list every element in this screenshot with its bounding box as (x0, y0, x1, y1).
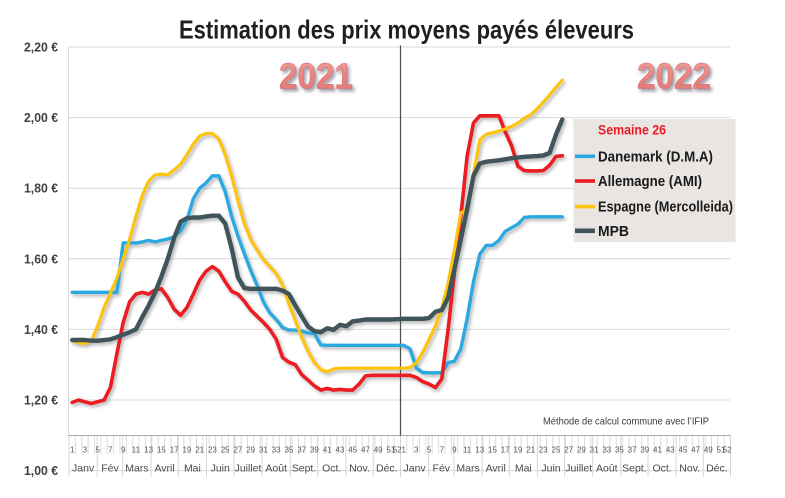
svg-text:13: 13 (475, 446, 484, 455)
svg-text:Janv: Janv (404, 463, 427, 475)
svg-text:Juin: Juin (211, 463, 230, 475)
svg-text:19: 19 (182, 446, 191, 455)
svg-text:Juin: Juin (541, 463, 560, 475)
svg-text:52: 52 (723, 446, 732, 455)
svg-text:17: 17 (170, 446, 179, 455)
svg-text:43: 43 (666, 446, 675, 455)
svg-text:Fév: Fév (101, 463, 119, 475)
svg-text:2,00 €: 2,00 € (24, 110, 58, 125)
svg-text:45: 45 (678, 446, 687, 455)
svg-text:37: 37 (628, 446, 637, 455)
svg-text:5: 5 (95, 446, 100, 455)
svg-text:Août: Août (596, 463, 618, 475)
svg-text:Déc.: Déc. (706, 463, 728, 475)
svg-text:43: 43 (335, 446, 344, 455)
svg-text:49: 49 (704, 446, 713, 455)
svg-text:15: 15 (157, 446, 166, 455)
svg-text:7: 7 (440, 446, 445, 455)
svg-text:1,40 €: 1,40 € (24, 322, 58, 337)
svg-text:47: 47 (691, 446, 700, 455)
svg-text:21: 21 (195, 446, 204, 455)
svg-text:5: 5 (427, 446, 432, 455)
svg-text:29: 29 (246, 446, 255, 455)
svg-text:2022: 2022 (637, 56, 711, 97)
svg-text:49: 49 (374, 446, 383, 455)
svg-text:25: 25 (552, 446, 561, 455)
svg-text:35: 35 (284, 446, 293, 455)
svg-text:1: 1 (70, 446, 75, 455)
svg-text:Avril: Avril (486, 463, 506, 475)
svg-text:1,20 €: 1,20 € (24, 393, 58, 408)
svg-text:39: 39 (310, 446, 319, 455)
svg-text:MPB: MPB (598, 224, 629, 240)
svg-text:Sept.: Sept. (622, 463, 647, 475)
svg-text:17: 17 (501, 446, 510, 455)
svg-text:23: 23 (539, 446, 548, 455)
svg-text:Nov.: Nov. (349, 463, 370, 475)
svg-text:2,20 €: 2,20 € (24, 40, 58, 55)
svg-text:21: 21 (526, 446, 535, 455)
svg-text:Espagne (Mercolleida): Espagne (Mercolleida) (598, 200, 733, 216)
svg-text:Avril: Avril (154, 463, 174, 475)
svg-text:1,80 €: 1,80 € (24, 181, 58, 196)
svg-text:29: 29 (577, 446, 586, 455)
svg-text:Nov.: Nov. (679, 463, 700, 475)
svg-text:Mai: Mai (515, 463, 532, 475)
svg-text:11: 11 (463, 446, 472, 455)
svg-text:19: 19 (513, 446, 522, 455)
svg-text:37: 37 (297, 446, 306, 455)
svg-text:Juillet: Juillet (235, 463, 262, 475)
svg-text:Sept.: Sept. (292, 463, 317, 475)
svg-text:9: 9 (452, 446, 457, 455)
svg-text:51: 51 (386, 446, 395, 455)
svg-text:Mars: Mars (125, 463, 148, 475)
svg-text:51: 51 (717, 446, 726, 455)
svg-text:7: 7 (108, 446, 113, 455)
svg-text:45: 45 (348, 446, 357, 455)
svg-text:1,00 €: 1,00 € (24, 463, 58, 478)
svg-text:3: 3 (414, 446, 419, 455)
svg-text:Semaine 26: Semaine 26 (598, 123, 666, 138)
svg-text:23: 23 (208, 446, 217, 455)
svg-text:Estimation des prix moyens pay: Estimation des prix moyens payés éleveur… (179, 15, 634, 45)
svg-text:9: 9 (121, 446, 126, 455)
svg-text:Oct.: Oct. (322, 463, 341, 475)
svg-text:11: 11 (132, 446, 141, 455)
svg-text:35: 35 (615, 446, 624, 455)
svg-text:1: 1 (401, 446, 406, 455)
svg-text:13: 13 (144, 446, 153, 455)
svg-text:33: 33 (272, 446, 281, 455)
svg-text:Août: Août (265, 463, 287, 475)
svg-text:47: 47 (361, 446, 370, 455)
svg-text:Allemagne (AMI): Allemagne (AMI) (598, 174, 702, 190)
svg-text:41: 41 (653, 446, 662, 455)
svg-text:27: 27 (233, 446, 242, 455)
svg-text:41: 41 (323, 446, 332, 455)
svg-text:31: 31 (259, 446, 268, 455)
svg-text:27: 27 (564, 446, 573, 455)
svg-text:3: 3 (83, 446, 88, 455)
svg-text:Mars: Mars (456, 463, 479, 475)
svg-text:Danemark (D.M.A): Danemark (D.M.A) (598, 149, 713, 165)
svg-text:Oct.: Oct. (652, 463, 671, 475)
svg-text:Mai: Mai (184, 463, 201, 475)
svg-text:31: 31 (590, 446, 599, 455)
svg-text:39: 39 (640, 446, 649, 455)
svg-text:52: 52 (393, 446, 402, 455)
svg-text:Janv: Janv (72, 463, 95, 475)
svg-text:Fév: Fév (433, 463, 451, 475)
svg-text:25: 25 (221, 446, 230, 455)
svg-text:15: 15 (488, 446, 497, 455)
svg-text:Déc.: Déc. (376, 463, 398, 475)
svg-text:1,60 €: 1,60 € (24, 251, 58, 266)
svg-text:Méthode de calcul commune avec: Méthode de calcul commune avec l’IFIP (543, 416, 709, 428)
svg-text:2021: 2021 (279, 56, 353, 97)
svg-text:Juillet: Juillet (565, 463, 592, 475)
svg-text:33: 33 (602, 446, 611, 455)
